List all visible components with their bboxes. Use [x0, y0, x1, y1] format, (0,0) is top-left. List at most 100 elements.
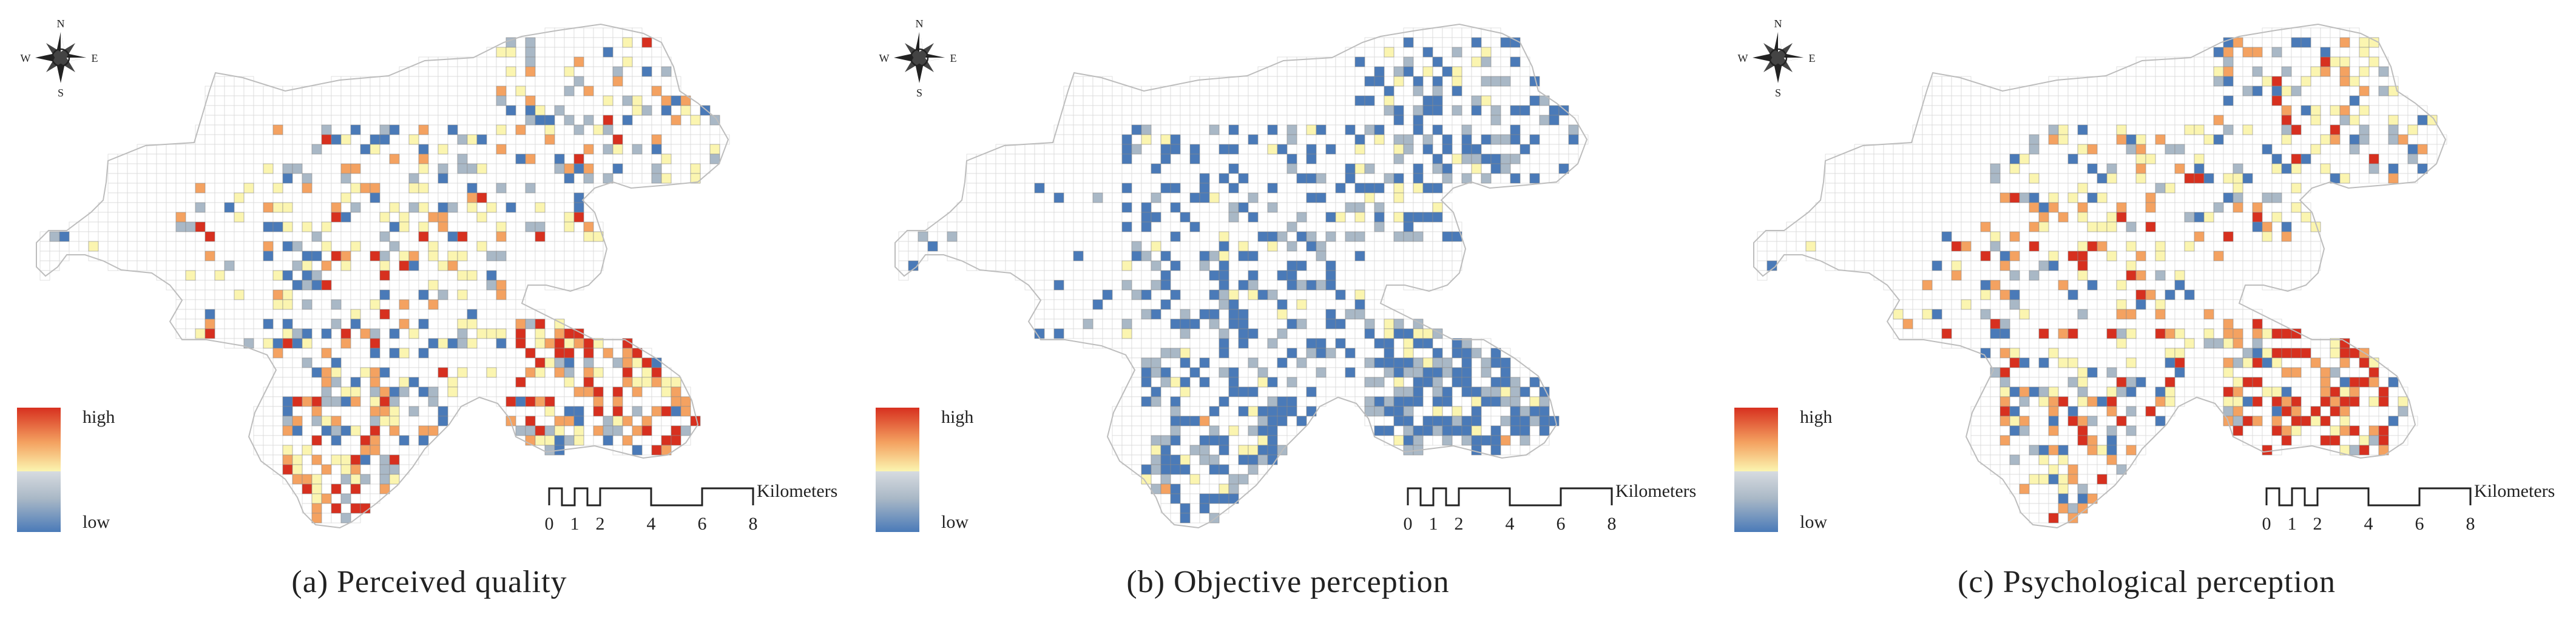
- grid-cell: [1219, 338, 1229, 349]
- grid-cell: [2135, 377, 2146, 388]
- grid-cell: [1219, 348, 1229, 359]
- grid-cell: [292, 425, 303, 436]
- grid-cell: [593, 396, 604, 407]
- grid-cell: [525, 153, 536, 164]
- grid-cells: [39, 27, 730, 524]
- grid-cell: [379, 270, 390, 281]
- grid-cell: [1422, 144, 1433, 155]
- grid-cell: [1422, 416, 1433, 426]
- grid-cell: [399, 318, 410, 329]
- grid-cell: [2029, 474, 2040, 485]
- grid-cell: [632, 105, 643, 116]
- grid-cell: [1238, 328, 1249, 339]
- grid-cell: [2271, 425, 2282, 436]
- grid-cell: [205, 309, 215, 320]
- grid-cell: [2262, 221, 2273, 232]
- grid-cell: [2067, 289, 2078, 300]
- grid-cell: [2000, 406, 2010, 417]
- grid-cell: [1393, 231, 1404, 242]
- grid-cell: [321, 280, 332, 291]
- grid-cell: [1941, 328, 1952, 339]
- grid-cell: [1413, 115, 1424, 126]
- grid-cell: [1452, 377, 1462, 388]
- grid-cell: [408, 377, 419, 388]
- grid-cell: [671, 95, 681, 106]
- grid-cell: [525, 318, 536, 329]
- grid-cell: [418, 318, 429, 329]
- grid-cell: [622, 377, 633, 388]
- grid-cell: [1442, 231, 1453, 242]
- grid-cell: [1490, 163, 1501, 174]
- grid-cell: [2252, 66, 2263, 77]
- grid-cell: [1374, 396, 1385, 407]
- grid-cell: [1228, 493, 1239, 504]
- grid-cell: [554, 338, 565, 349]
- grid-cell: [1354, 95, 1365, 106]
- grid-cell: [428, 338, 439, 349]
- grid-cell: [2281, 134, 2292, 145]
- grid-cell: [2009, 251, 2020, 261]
- grid-cell: [2145, 289, 2156, 300]
- grid-cell: [282, 163, 293, 174]
- grid-cell: [505, 396, 516, 407]
- caption-a: (a) Perceived quality: [291, 565, 567, 599]
- grid-cell: [331, 357, 342, 368]
- grid-cell: [1267, 435, 1278, 446]
- grid-cell: [2097, 474, 2108, 485]
- grid-cell: [1199, 183, 1210, 194]
- grid-cell: [2194, 173, 2205, 184]
- grid-cell: [321, 260, 332, 271]
- grid-cell: [1422, 338, 1433, 349]
- scale-tick-label: 2: [1455, 514, 1464, 534]
- scale-tick-label: 8: [749, 514, 758, 534]
- grid-cell: [379, 386, 390, 397]
- grid-cell: [554, 357, 565, 368]
- grid-cell: [1345, 309, 1356, 320]
- grid-cell: [2058, 212, 2069, 223]
- grid-cell: [2281, 396, 2292, 407]
- grid-cell: [573, 153, 584, 164]
- grid-cell: [593, 425, 604, 436]
- grid-cell: [1316, 241, 1327, 252]
- grid-cell: [2194, 231, 2205, 242]
- grid-cell: [564, 435, 575, 446]
- grid-cell: [2233, 183, 2243, 194]
- grid-cell: [525, 105, 536, 116]
- grid-cell: [1286, 134, 1297, 145]
- grid-cell: [2310, 406, 2321, 417]
- grid-cell: [1442, 367, 1453, 378]
- grid-cell: [2291, 153, 2302, 164]
- grid-cell: [2300, 153, 2311, 164]
- grid-cell: [1461, 173, 1472, 184]
- grid-cell: [1558, 105, 1569, 116]
- grid-cell: [612, 144, 623, 155]
- grid-cell: [1141, 377, 1152, 388]
- grid-cell: [1549, 115, 1560, 126]
- grid-cell: [2155, 183, 2166, 194]
- grid-cell: [1238, 202, 1249, 213]
- grid-cell: [573, 338, 584, 349]
- grid-cell: [2058, 396, 2069, 407]
- grid-cell: [641, 37, 652, 48]
- grid-cell: [496, 280, 507, 291]
- grid-cell: [1151, 280, 1161, 291]
- grid-cell: [399, 299, 410, 310]
- grid-cell: [535, 338, 546, 349]
- grid-cell: [525, 56, 536, 67]
- grid-cell: [1432, 183, 1443, 194]
- grid-cell: [525, 183, 536, 194]
- grid-cell: [1354, 299, 1365, 310]
- scale-tick-label: 2: [2313, 514, 2322, 534]
- grid-cell: [1510, 377, 1521, 388]
- grid-cell: [651, 367, 662, 378]
- grid-cell: [2339, 386, 2350, 397]
- grid-cell: [1325, 231, 1336, 242]
- grid-cell: [486, 251, 497, 261]
- grid-cell: [2145, 221, 2156, 232]
- grid-cell: [1199, 503, 1210, 514]
- grid-cell: [535, 231, 546, 242]
- grid-cell: [379, 483, 390, 494]
- grid-cell: [1199, 445, 1210, 456]
- grid-cell: [1481, 153, 1492, 164]
